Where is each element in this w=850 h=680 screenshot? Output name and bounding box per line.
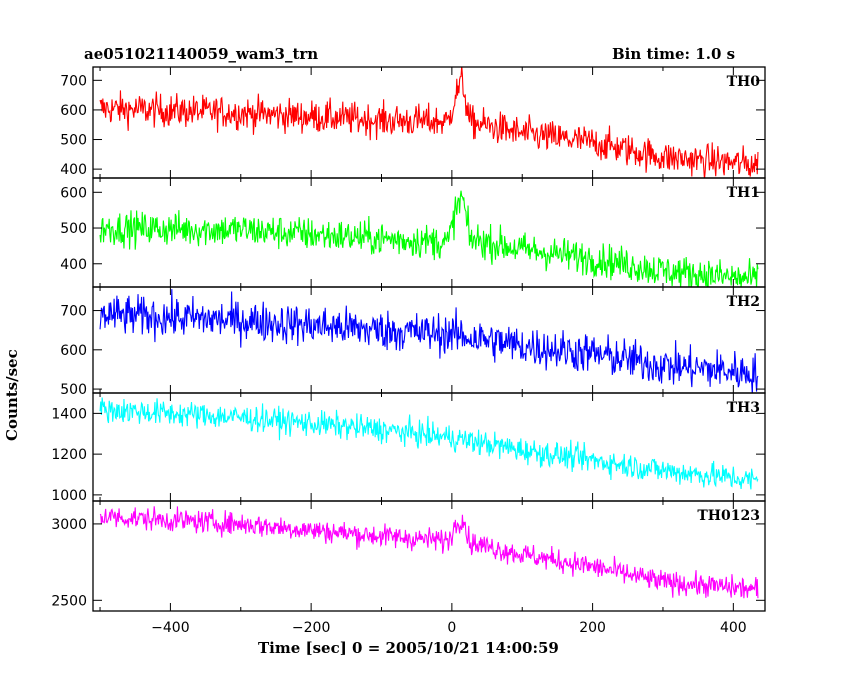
y-tick-label: 500 <box>60 221 87 237</box>
x-tick-label: −400 <box>151 620 189 636</box>
y-tick-label: 600 <box>60 103 87 119</box>
y-tick-label: 1200 <box>51 447 87 463</box>
y-tick-label: 3000 <box>51 517 87 533</box>
panel-label: TH2 <box>727 294 760 310</box>
x-tick-label: −200 <box>292 620 330 636</box>
panel-label: TH3 <box>727 400 760 416</box>
x-tick-label: 400 <box>720 620 747 636</box>
y-tick-label: 700 <box>60 73 87 89</box>
x-tick-label: 0 <box>447 620 456 636</box>
x-axis-label: Time [sec] 0 = 2005/10/21 14:00:59 <box>258 639 559 657</box>
y-tick-label: 600 <box>60 343 87 359</box>
y-tick-label: 2500 <box>51 593 87 609</box>
y-tick-label: 1400 <box>51 406 87 422</box>
panel-label: TH1 <box>727 185 760 201</box>
y-tick-label: 400 <box>60 257 87 273</box>
y-tick-label: 600 <box>60 185 87 201</box>
panel-frame-th3 <box>92 392 766 502</box>
panel-label: TH0123 <box>697 508 760 524</box>
lightcurve-th0 <box>99 67 759 178</box>
lightcurve-th2 <box>99 289 759 393</box>
chart-title: ae051021140059_wam3_trn <box>84 45 319 63</box>
x-tick-label: 200 <box>579 620 606 636</box>
y-tick-label: 500 <box>60 382 87 398</box>
lightcurve-th3 <box>99 397 759 490</box>
y-tick-label: 1000 <box>51 488 87 504</box>
y-axis-label-wrap: Counts/sec <box>3 349 21 441</box>
y-axis-label: Counts/sec <box>3 349 21 441</box>
panel-frame-th0123 <box>92 500 766 612</box>
lightcurve-th0123 <box>99 506 759 599</box>
panel-label: TH0 <box>727 74 761 90</box>
y-tick-label: 400 <box>60 162 87 178</box>
panel-frame-th2 <box>92 286 766 394</box>
lightcurve-th1 <box>99 190 759 287</box>
y-tick-label: 700 <box>60 304 87 320</box>
y-tick-label: 500 <box>60 133 87 149</box>
bin-time-label: Bin time: 1.0 s <box>612 45 736 63</box>
